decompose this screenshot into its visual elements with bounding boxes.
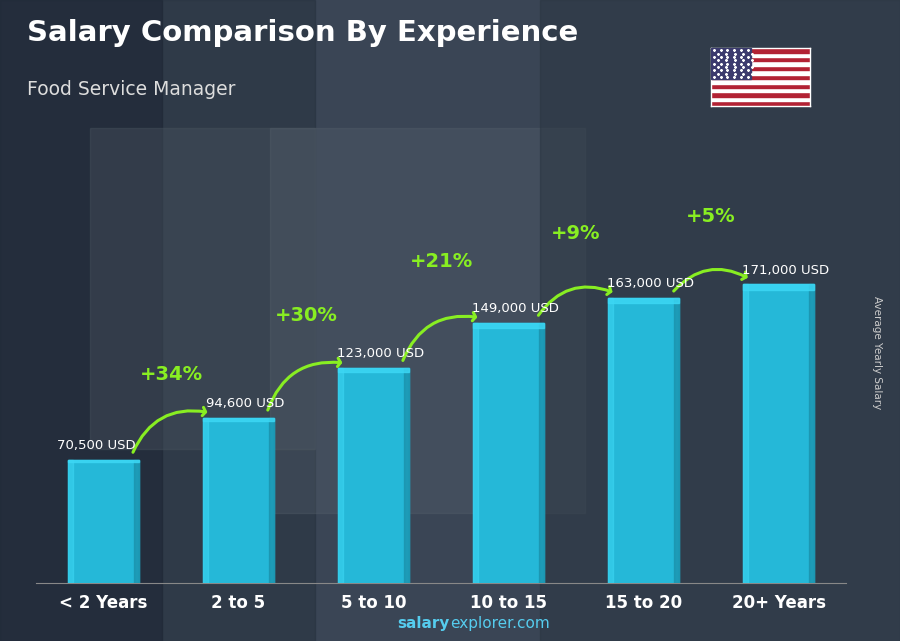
Bar	[404, 369, 409, 583]
Bar	[338, 369, 409, 583]
Bar	[473, 323, 544, 328]
Text: 70,500 USD: 70,500 USD	[58, 439, 136, 452]
Bar	[338, 369, 343, 583]
Bar	[473, 323, 544, 583]
Bar	[203, 418, 274, 583]
Bar	[608, 298, 679, 303]
Bar	[711, 97, 810, 101]
Bar	[809, 285, 814, 583]
Text: Food Service Manager: Food Service Manager	[27, 80, 236, 99]
Bar	[539, 323, 544, 583]
Bar	[270, 128, 585, 513]
Text: salary: salary	[398, 617, 450, 631]
Bar	[338, 369, 409, 372]
Bar	[711, 48, 751, 79]
Bar	[473, 323, 478, 583]
Bar	[711, 57, 810, 62]
Text: +9%: +9%	[551, 224, 601, 242]
Bar	[711, 83, 810, 88]
Bar	[68, 460, 139, 462]
Bar	[743, 285, 748, 583]
Bar	[203, 418, 274, 421]
Text: explorer.com: explorer.com	[450, 617, 550, 631]
Text: 123,000 USD: 123,000 USD	[337, 347, 424, 360]
Text: 94,600 USD: 94,600 USD	[206, 397, 284, 410]
Bar	[711, 62, 810, 66]
Bar	[68, 460, 139, 583]
Text: 171,000 USD: 171,000 USD	[742, 263, 829, 276]
Bar	[711, 71, 810, 75]
Bar	[203, 418, 208, 583]
Text: Salary Comparison By Experience: Salary Comparison By Experience	[27, 19, 578, 47]
Bar	[0, 0, 162, 641]
Bar	[711, 101, 810, 106]
Bar	[134, 460, 139, 583]
Bar	[711, 48, 810, 53]
Bar	[608, 298, 613, 583]
Bar	[743, 285, 814, 290]
Bar	[711, 79, 810, 83]
Text: +21%: +21%	[410, 253, 472, 271]
Bar	[608, 298, 679, 583]
Bar	[711, 88, 810, 92]
Bar	[711, 75, 810, 79]
Bar	[711, 66, 810, 71]
Bar	[269, 418, 274, 583]
Text: 163,000 USD: 163,000 USD	[607, 278, 694, 290]
Text: +30%: +30%	[274, 306, 338, 325]
Text: 149,000 USD: 149,000 USD	[472, 302, 559, 315]
Bar	[68, 460, 73, 583]
Bar	[0, 0, 315, 641]
Bar	[90, 128, 315, 449]
Bar	[743, 285, 814, 583]
Bar	[674, 298, 679, 583]
Bar	[711, 92, 810, 97]
Text: +34%: +34%	[140, 365, 202, 384]
Text: +5%: +5%	[686, 207, 736, 226]
Text: Average Yearly Salary: Average Yearly Salary	[872, 296, 883, 409]
Bar	[711, 53, 810, 57]
Bar	[540, 0, 900, 641]
